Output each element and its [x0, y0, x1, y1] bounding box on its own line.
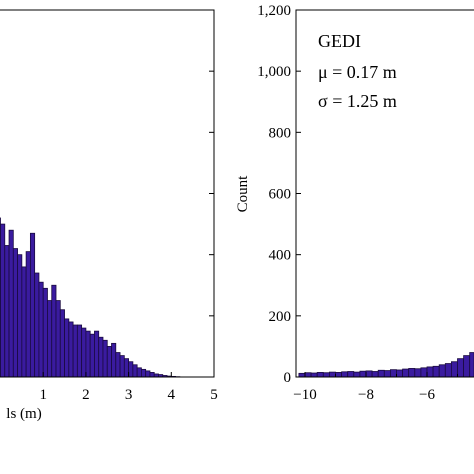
histogram-bar — [432, 365, 440, 378]
histogram-bar — [136, 367, 142, 378]
histogram-bar — [365, 370, 373, 378]
annotation-std: σ = 1.25 m — [318, 91, 397, 111]
histogram-bar — [34, 272, 40, 378]
histogram-bar — [457, 358, 464, 378]
histogram-bar — [64, 318, 70, 378]
x-tick-label: −10 — [293, 387, 316, 403]
histogram-bar — [21, 266, 27, 378]
histogram-bar — [47, 300, 53, 378]
y-tick-label: 1,200 — [257, 3, 291, 19]
histogram-bar — [145, 370, 151, 378]
histogram-bar — [353, 371, 361, 378]
annotation-dataset-name: GEDI — [318, 31, 361, 51]
histogram-bar — [8, 229, 14, 378]
histogram-bar — [0, 223, 6, 378]
left-x-tick-labels: 1 2 3 4 5 — [39, 387, 217, 403]
histogram-bar — [85, 330, 91, 378]
histogram-bar — [383, 370, 391, 378]
histogram-bar — [38, 281, 44, 378]
histogram-bar — [89, 333, 95, 378]
right-axis-ticks — [296, 9, 458, 378]
annotation-mean: μ = 0.17 m — [318, 62, 397, 82]
y-tick-label: 0 — [284, 370, 292, 386]
histogram-bar — [335, 372, 342, 378]
histogram-bar — [25, 251, 31, 378]
right-histogram-bars — [298, 352, 474, 378]
histogram-bar — [94, 330, 100, 378]
histogram-bar — [29, 232, 36, 378]
histogram-bar — [115, 352, 121, 378]
y-tick-label: 400 — [269, 248, 292, 264]
y-tick-label: 1,000 — [257, 64, 291, 80]
histogram-bar — [111, 342, 117, 378]
histogram-bar — [420, 367, 428, 378]
histogram-bar — [377, 369, 385, 378]
left-histogram-panel: 1 2 3 4 5 ls (m) — [0, 9, 218, 422]
y-tick-label: 800 — [269, 125, 292, 141]
histogram-bar — [322, 372, 330, 378]
histogram-bar — [98, 336, 104, 378]
histogram-bar — [341, 371, 349, 378]
right-y-tick-labels: 0 200 400 600 800 1,000 1,200 — [257, 3, 291, 386]
histogram-bar — [106, 346, 112, 378]
histogram-bar — [119, 355, 125, 378]
x-tick-label: 4 — [168, 387, 176, 403]
histogram-bar — [396, 369, 403, 378]
histogram-bar — [371, 371, 379, 378]
histogram-bar — [141, 368, 147, 378]
histogram-bar — [389, 369, 397, 378]
x-tick-label: 5 — [210, 387, 218, 403]
histogram-bar — [128, 361, 134, 378]
histogram-bar — [51, 284, 57, 378]
histogram-bar — [149, 372, 155, 378]
histogram-bar — [426, 366, 434, 378]
histogram-bar — [310, 372, 318, 378]
histogram-bar — [123, 358, 130, 378]
histogram-bar — [408, 368, 416, 378]
histogram-bar — [444, 363, 452, 378]
y-tick-label: 200 — [269, 309, 292, 325]
histogram-bar — [12, 248, 18, 378]
histogram-bar — [81, 327, 87, 378]
histogram-bar — [328, 371, 336, 378]
histogram-bar — [316, 372, 324, 378]
x-tick-label: −6 — [419, 387, 435, 403]
right-y-axis-label: Count — [235, 175, 251, 213]
histogram-bar — [42, 287, 48, 378]
right-x-tick-labels: −10−8−6−4 — [293, 387, 435, 403]
histogram-bar — [463, 355, 471, 378]
histogram-bar — [132, 364, 138, 378]
histogram-bar — [102, 339, 108, 378]
y-tick-label: 600 — [269, 187, 292, 203]
x-tick-label: −8 — [358, 387, 374, 403]
histogram-bar — [55, 300, 61, 378]
histogram-bar — [304, 372, 312, 378]
histogram-bar — [347, 371, 355, 378]
histogram-bar — [76, 324, 83, 378]
histogram-bar — [359, 370, 367, 378]
histogram-bar — [402, 368, 410, 378]
histogram-bar — [17, 254, 23, 378]
left-histogram-bars — [0, 217, 181, 378]
x-tick-label: 3 — [125, 387, 133, 403]
left-x-axis-label: ls (m) — [6, 406, 41, 422]
histogram-bar — [414, 368, 422, 378]
x-tick-label: 2 — [82, 387, 90, 403]
histogram-bar — [298, 372, 306, 378]
histogram-bar — [469, 352, 474, 378]
histogram-bar — [59, 309, 65, 378]
histogram-bar — [4, 245, 10, 378]
left-axis-ticks — [42, 9, 215, 378]
histogram-bar — [438, 364, 446, 378]
histogram-bar — [450, 361, 458, 378]
histogram-bar — [68, 321, 74, 378]
right-annotations: GEDI μ = 0.17 m σ = 1.25 m — [318, 31, 397, 111]
histogram-bar — [72, 324, 78, 378]
x-tick-label: 1 — [39, 387, 47, 403]
